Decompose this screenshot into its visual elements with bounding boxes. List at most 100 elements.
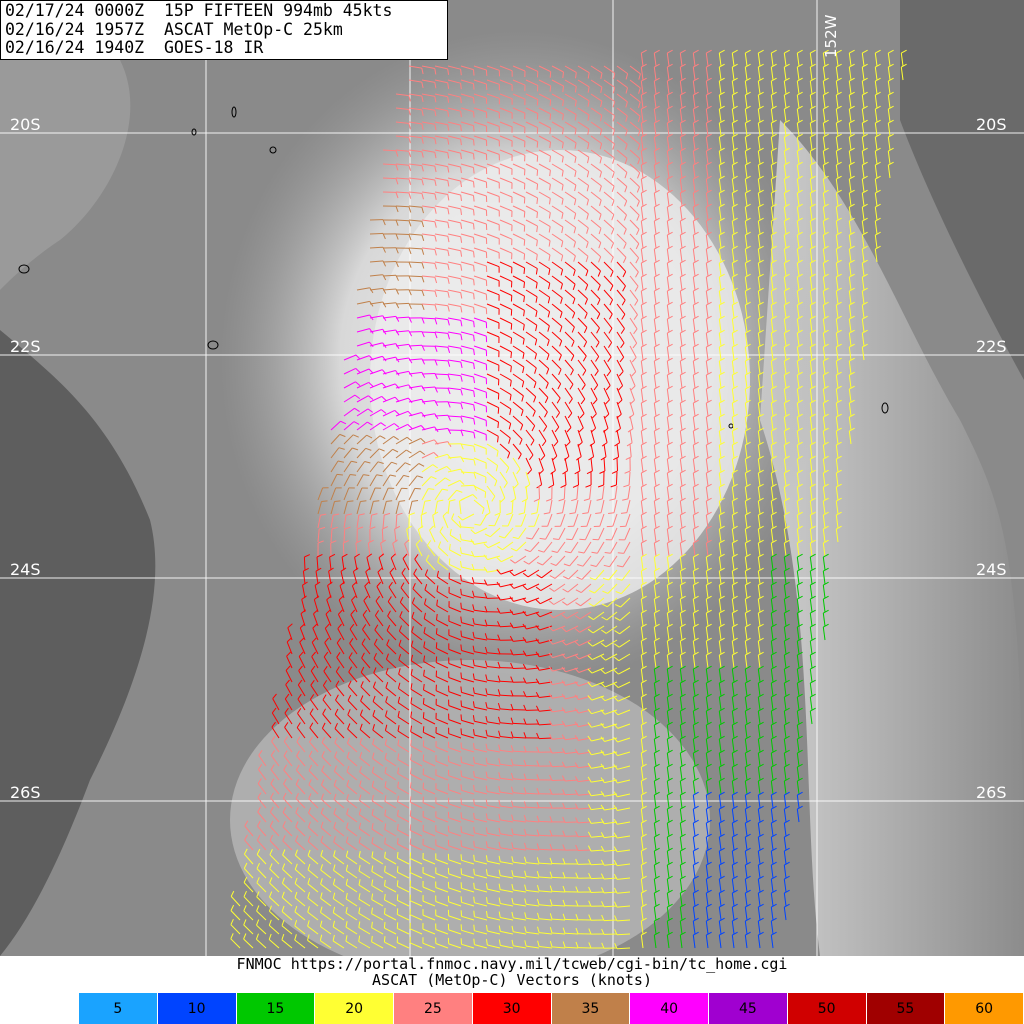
- wind-barb: [423, 618, 436, 627]
- wind-barb: [371, 828, 384, 837]
- wind-barb-feather: [624, 143, 628, 150]
- wind-barb-feather: [397, 823, 399, 830]
- wind-barb-feather: [522, 352, 525, 359]
- wind-barb: [486, 177, 500, 183]
- wind-barb: [500, 736, 514, 739]
- wind-barb-feather: [797, 595, 803, 600]
- wind-barb: [512, 485, 517, 499]
- wind-barb-feather: [784, 63, 790, 68]
- wind-barb: [640, 81, 644, 95]
- wind-barb-feather: [562, 86, 564, 93]
- wind-barb-feather: [719, 273, 725, 278]
- wind-barb: [744, 305, 748, 319]
- wind-barb: [603, 373, 611, 386]
- wind-barb: [525, 373, 537, 383]
- wind-barb: [335, 699, 345, 711]
- wind-barb: [386, 644, 397, 655]
- wind-barb-feather: [481, 508, 485, 515]
- wind-barb: [473, 303, 487, 309]
- wind-barb-feather: [680, 413, 686, 418]
- wind-barb-feather: [613, 764, 618, 770]
- wind-barb: [679, 529, 683, 543]
- wind-barb: [666, 851, 670, 865]
- wind-barb-feather: [358, 850, 361, 858]
- wind-barb-feather: [875, 203, 881, 208]
- wind-barb-feather: [693, 385, 699, 390]
- wind-barb-feather: [562, 100, 564, 107]
- wind-barb: [666, 333, 670, 347]
- wind-barb: [705, 697, 709, 711]
- wind-barb: [848, 53, 852, 67]
- wind-barb-feather: [473, 826, 475, 833]
- wind-barb: [679, 781, 683, 795]
- wind-barb: [434, 441, 448, 445]
- wind-barb-feather: [397, 725, 400, 732]
- wind-barb: [385, 673, 397, 683]
- wind-barb: [887, 151, 891, 165]
- wind-barb-feather: [575, 844, 579, 851]
- wind-barb: [345, 884, 358, 893]
- wind-barb-feather: [784, 791, 790, 796]
- wind-barb-feather: [758, 203, 764, 208]
- wind-barb-feather: [654, 217, 660, 222]
- wind-barb: [607, 583, 618, 594]
- wind-barb: [718, 375, 722, 389]
- wind-barb-feather: [605, 385, 611, 391]
- wind-barb-feather: [680, 497, 686, 502]
- wind-barb-feather: [574, 470, 581, 475]
- wind-barb-feather: [784, 833, 790, 838]
- wind-barb-feather: [771, 861, 777, 866]
- wind-barb: [874, 95, 878, 109]
- wind-barb-feather: [862, 119, 868, 124]
- wind-barb-feather: [459, 533, 462, 540]
- wind-barb: [653, 641, 657, 655]
- wind-barb-feather: [745, 511, 751, 516]
- wind-barb: [539, 625, 553, 631]
- wind-barb-feather: [523, 704, 527, 711]
- wind-barb: [770, 361, 774, 375]
- wind-barb: [337, 614, 345, 627]
- wind-barb: [757, 277, 761, 291]
- wind-barb: [435, 844, 449, 851]
- wind-barb-feather: [719, 315, 725, 320]
- wind-barb: [796, 95, 800, 109]
- wind-barb-feather: [586, 213, 589, 220]
- wind-barb-feather: [271, 736, 276, 742]
- wind-barb: [558, 527, 566, 540]
- wind-barb-feather: [771, 749, 777, 754]
- wind-barb: [744, 81, 748, 95]
- wind-barb-feather: [601, 629, 607, 634]
- wind-barb: [624, 527, 631, 541]
- wind-barb-feather: [784, 637, 790, 642]
- wind-barb-feather: [535, 651, 540, 658]
- wind-barb-feather: [641, 217, 647, 222]
- wind-barb-feather: [243, 862, 248, 869]
- wind-barb: [718, 459, 722, 473]
- wind-barb-feather: [862, 315, 868, 320]
- wind-barb: [718, 529, 722, 543]
- wind-barb-feather: [496, 581, 501, 588]
- wind-barb-feather: [521, 395, 524, 402]
- wind-barb: [653, 697, 657, 711]
- wind-barb: [538, 331, 550, 341]
- wind-barb-feather: [399, 611, 403, 617]
- wind-barb: [822, 571, 826, 585]
- wind-barb-feather: [573, 227, 577, 234]
- wind-barb: [666, 697, 670, 711]
- wind-barb-feather: [612, 115, 616, 122]
- wind-barb: [356, 381, 369, 389]
- wind-barb-feather: [641, 875, 647, 880]
- wind-barb-feather: [320, 892, 323, 899]
- wind-barb: [313, 613, 319, 627]
- wind-barb-feather: [575, 872, 579, 879]
- wind-barb-feather: [485, 660, 488, 667]
- wind-barb-feather: [311, 637, 317, 643]
- wind-barb: [692, 739, 696, 753]
- wind-barb: [356, 447, 367, 459]
- wind-barb: [666, 95, 670, 109]
- wind-barb: [402, 558, 410, 571]
- wind-barb: [512, 303, 525, 311]
- wind-barb: [434, 317, 448, 321]
- wind-barb-feather: [320, 864, 323, 871]
- wind-barb-feather: [578, 551, 585, 554]
